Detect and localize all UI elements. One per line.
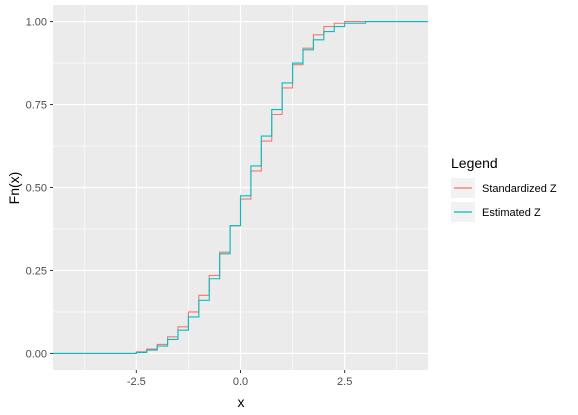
x-tick-label: 0.0 (233, 376, 248, 388)
plot-panel (53, 5, 428, 370)
y-tick-label: 1.00 (26, 17, 47, 29)
legend: Legend Standardized Z Estimated Z (451, 155, 557, 222)
y-tick-label: 0.75 (26, 100, 47, 112)
axes: -2.5 0.0 2.5 0.00 0.25 0.50 0.75 1.00 (26, 17, 353, 388)
legend-item-label: Estimated Z (482, 207, 541, 219)
series-line-estimated-z (53, 21, 428, 354)
x-axis-title: x (238, 394, 245, 410)
legend-title: Legend (451, 155, 498, 171)
x-tick-label: 2.5 (337, 376, 352, 388)
x-tick-label: -2.5 (127, 376, 146, 388)
legend-item-label: Standardized Z (482, 183, 557, 195)
y-tick-label: 0.00 (26, 348, 47, 360)
y-tick-label: 0.25 (26, 265, 47, 277)
y-tick-label: 0.50 (26, 183, 47, 195)
y-axis-title: Fn(x) (6, 172, 22, 205)
